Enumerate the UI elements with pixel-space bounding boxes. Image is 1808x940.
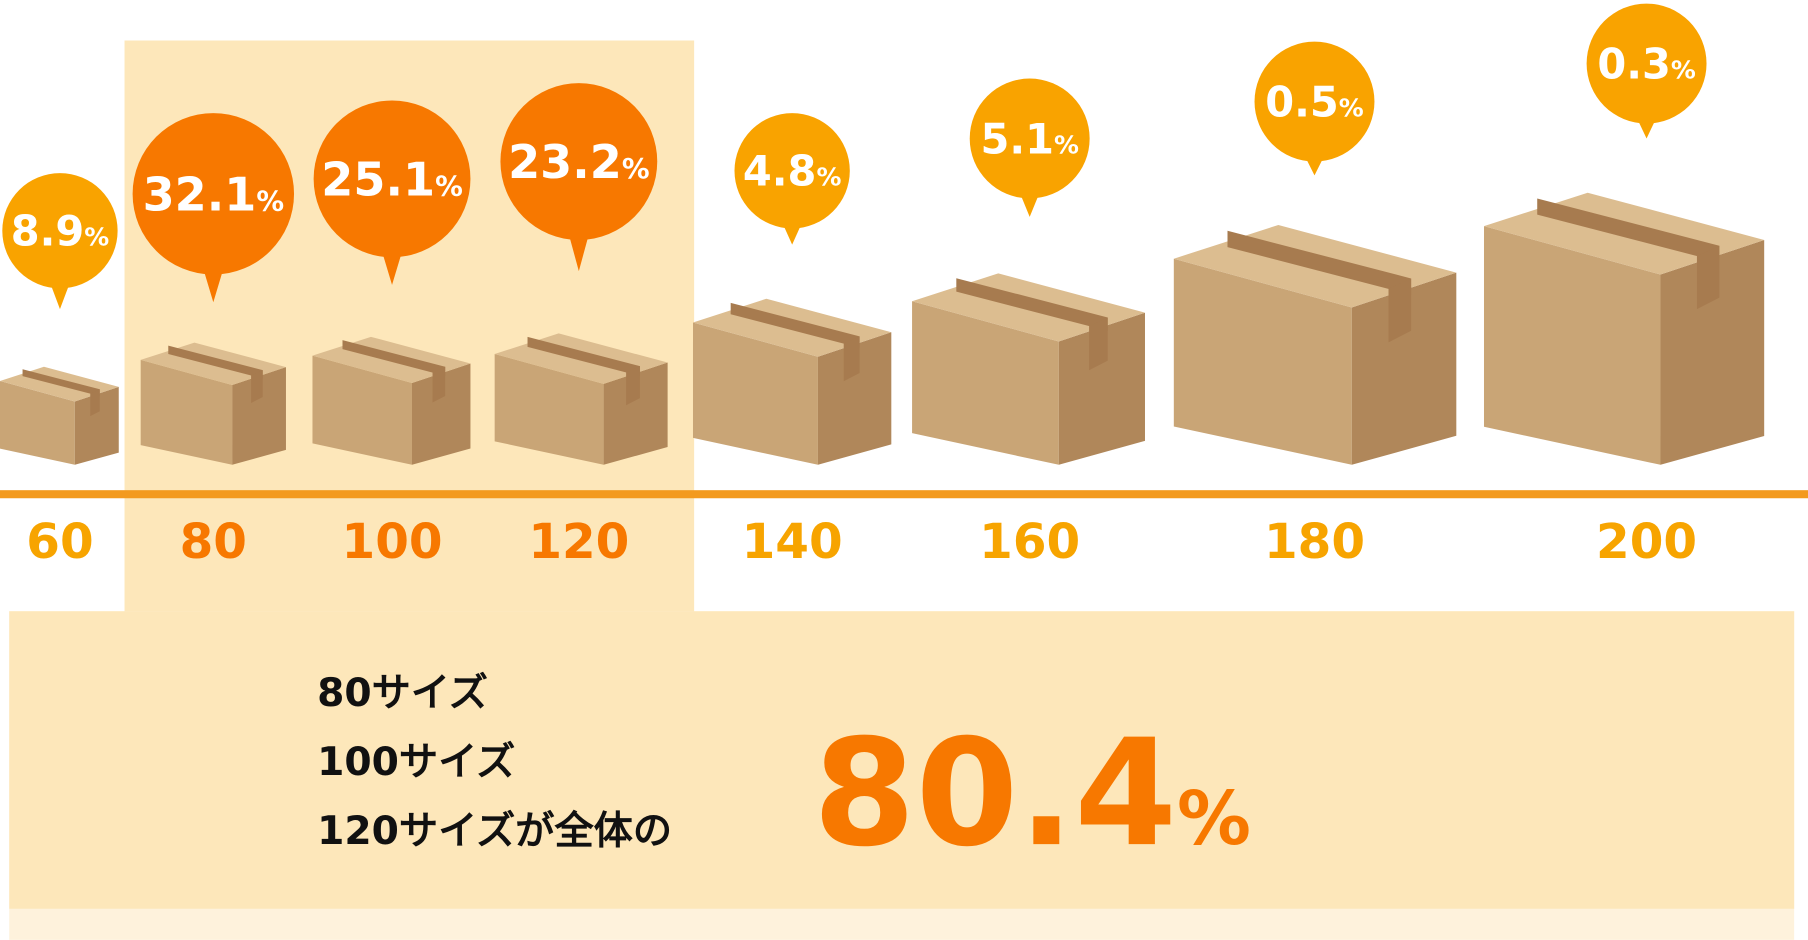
box-tape-side — [626, 366, 640, 406]
box-side — [1660, 239, 1765, 465]
box-tape-side — [251, 370, 263, 403]
size-label: 140 — [742, 514, 843, 570]
share-unit: % — [1054, 130, 1079, 159]
box-front — [494, 354, 604, 465]
baseline — [0, 490, 1808, 499]
bubble-pointer — [568, 233, 590, 272]
box-side — [817, 332, 892, 465]
box-tape — [342, 340, 446, 376]
share-value: 5.1 — [980, 114, 1054, 163]
share-label: 23.2% — [508, 135, 649, 189]
size-label: 160 — [979, 514, 1080, 570]
share-label: 8.9% — [11, 207, 110, 256]
box-side — [74, 386, 119, 465]
share-unit: % — [816, 163, 841, 192]
box-front — [692, 322, 818, 465]
box-side — [412, 363, 471, 465]
box-tape — [1227, 230, 1412, 295]
box-side — [232, 367, 286, 465]
box-tape-side — [1388, 278, 1412, 343]
box-tape — [730, 302, 860, 348]
box-tape-side — [1089, 317, 1108, 371]
size-label: 200 — [1596, 514, 1697, 570]
box-tape — [22, 369, 100, 397]
box-front — [1173, 258, 1352, 465]
size-label: 60 — [26, 514, 93, 570]
summary-line: 80サイズ — [317, 671, 488, 716]
share-unit: % — [435, 169, 463, 202]
box-side — [1351, 272, 1457, 465]
size-label: 100 — [342, 514, 443, 570]
bubble — [1254, 41, 1375, 162]
share-value: 0.5 — [1265, 78, 1339, 127]
bubble — [313, 100, 471, 258]
box-front — [0, 380, 75, 465]
share-label: 5.1% — [980, 114, 1079, 163]
box-front — [312, 355, 413, 465]
summary-total: 80.4% — [813, 707, 1251, 879]
bubble-pointer — [381, 250, 403, 285]
share-value: 8.9 — [11, 207, 85, 256]
size-label: 80 — [180, 514, 247, 570]
share-unit: % — [1339, 94, 1364, 123]
total-value: 80.4 — [813, 707, 1177, 879]
summary-panel — [9, 611, 1795, 909]
summary-line: 100サイズ — [317, 740, 515, 785]
box-side — [1058, 312, 1145, 465]
share-value: 23.2 — [508, 135, 622, 189]
bubble — [734, 113, 850, 229]
box-tape-side — [90, 389, 100, 417]
share-label: 4.8% — [743, 147, 842, 196]
share-value: 25.1 — [321, 152, 435, 206]
box-tape-side — [432, 366, 446, 403]
size-label: 120 — [528, 514, 629, 570]
total-unit: % — [1177, 777, 1251, 862]
bubble-pointer — [202, 267, 224, 303]
box-front — [140, 359, 233, 465]
box-front — [912, 301, 1059, 465]
box-tape — [168, 345, 263, 379]
share-unit: % — [622, 152, 650, 185]
bubble — [500, 83, 658, 240]
share-label: 0.5% — [1265, 78, 1364, 127]
box-front — [1483, 226, 1661, 465]
box-tape-side — [1696, 245, 1720, 310]
box-tape-side — [843, 336, 860, 382]
share-unit: % — [1671, 55, 1696, 84]
summary-line: 120サイズが全体の — [317, 809, 672, 854]
share-value: 4.8 — [743, 147, 817, 196]
bubble — [969, 78, 1090, 199]
box-tape — [527, 336, 640, 377]
box-side — [603, 362, 668, 465]
bubble — [2, 173, 118, 289]
box-tape — [1537, 198, 1720, 262]
share-unit: % — [256, 184, 284, 217]
share-unit: % — [84, 223, 109, 252]
size-label: 180 — [1264, 514, 1365, 570]
share-label: 0.3% — [1597, 39, 1696, 88]
bubble — [132, 113, 295, 275]
share-label: 25.1% — [321, 152, 462, 206]
box-tape — [956, 278, 1108, 331]
bubble-pointer — [49, 281, 71, 310]
share-label: 32.1% — [143, 167, 284, 221]
share-value: 0.3 — [1597, 39, 1671, 88]
share-value: 32.1 — [143, 167, 257, 221]
bubble — [1586, 3, 1707, 124]
